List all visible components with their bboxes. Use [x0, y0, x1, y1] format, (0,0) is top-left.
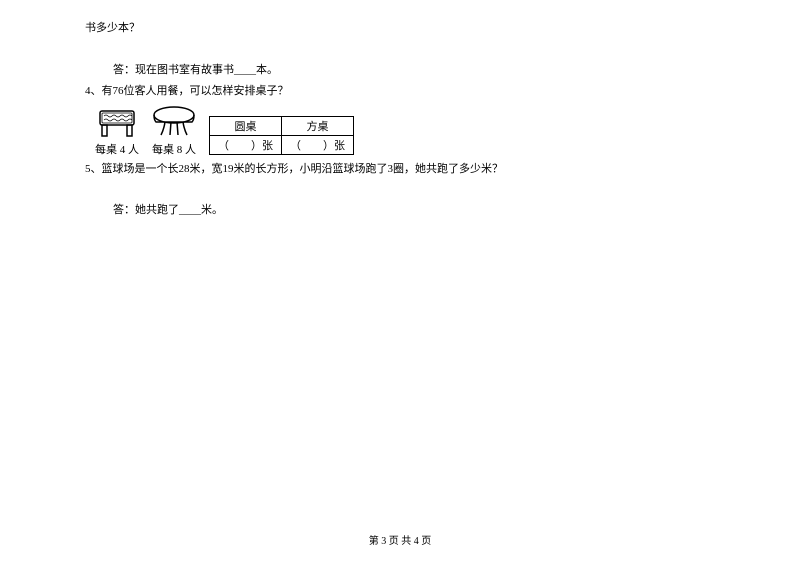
table-row: （ ）张 （ ）张	[210, 135, 354, 154]
prev-question-tail: 书多少本？	[85, 20, 715, 38]
table-header-square: 方桌	[282, 116, 354, 135]
table-header-round: 圆桌	[210, 116, 282, 135]
round-table-icon	[151, 105, 197, 139]
q3-answer: 答：现在图书室有故事书____本。	[85, 62, 715, 80]
q4-table: 圆桌 方桌 （ ）张 （ ）张	[209, 116, 354, 155]
table-cell-square: （ ）张	[282, 135, 354, 154]
page-footer: 第 3 页 共 4 页	[0, 532, 800, 547]
q5-answer: 答：她共跑了____米。	[85, 202, 715, 220]
table-row: 圆桌 方桌	[210, 116, 354, 135]
square-table-icon	[96, 105, 138, 139]
q4-illustration-row: 每桌 4 人 每桌 8 人 圆桌 方桌 （ ）张 （ ）张	[95, 105, 715, 157]
q4-text: 4、有76位客人用餐，可以怎样安排桌子？	[85, 83, 715, 101]
round-table-caption: 每桌 8 人	[152, 141, 196, 157]
square-table-group: 每桌 4 人	[95, 105, 139, 157]
square-table-caption: 每桌 4 人	[95, 141, 139, 157]
spacer	[85, 182, 715, 202]
spacer	[85, 42, 715, 62]
round-table-group: 每桌 8 人	[151, 105, 197, 157]
table-cell-round: （ ）张	[210, 135, 282, 154]
q5-text: 5、篮球场是一个长28米，宽19米的长方形，小明沿篮球场跑了3圈，她共跑了多少米…	[85, 161, 715, 179]
